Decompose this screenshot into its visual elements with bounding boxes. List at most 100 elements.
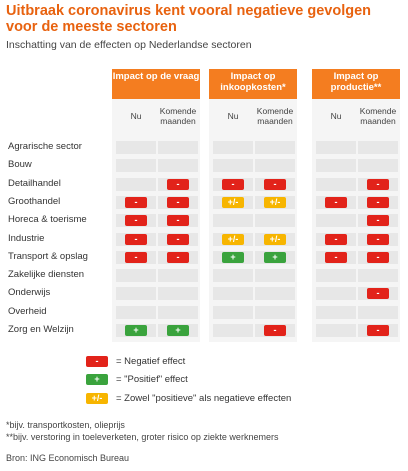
- effect-badge-neg: -: [367, 178, 389, 190]
- table-cell: [255, 159, 295, 173]
- effect-badge-neg: -: [167, 251, 189, 263]
- table-cell: [316, 287, 356, 301]
- legend-text: = "Positief" effect: [116, 374, 188, 386]
- table-cell: [316, 159, 356, 173]
- table-cell: [116, 305, 156, 319]
- effect-badge-pos: +: [264, 251, 286, 263]
- effect-badge-neg: -: [125, 196, 147, 208]
- table-cell: [213, 269, 253, 283]
- effect-badge-mix: +/-: [222, 233, 244, 245]
- table-cell: [255, 269, 295, 283]
- table-cell: [213, 159, 253, 173]
- subheader-later: Komende maanden: [159, 106, 197, 126]
- table-cell: [158, 159, 198, 173]
- effect-badge-pos: +: [222, 251, 244, 263]
- table-cell: [158, 141, 198, 154]
- effect-badge-neg: -: [325, 196, 347, 208]
- source-note: Bron: ING Economisch Bureau: [6, 453, 130, 463]
- row-label: Detailhandel: [8, 177, 61, 189]
- effect-badge-mix: +/-: [264, 196, 286, 208]
- legend-text: = Zowel "positieve" als negatieve effect…: [116, 393, 292, 405]
- table-cell: [316, 141, 356, 154]
- effect-badge-neg: -: [167, 196, 189, 208]
- table-cell: [158, 305, 198, 319]
- group-header: Impact op productie**: [312, 69, 400, 99]
- table-cell: [316, 324, 356, 337]
- effect-badge-pos: +: [167, 325, 189, 336]
- page-title: Uitbraak coronavirus kent vooral negatie…: [6, 3, 372, 35]
- subheader-now: Nu: [227, 111, 239, 121]
- row-label: Industrie: [8, 232, 45, 244]
- effect-badge-mix: +/-: [264, 233, 286, 245]
- subheader-later: Komende maanden: [359, 106, 397, 126]
- table-cell: [255, 287, 295, 301]
- legend-item-mix: +/- = Zowel "positieve" als negatieve eff…: [86, 393, 291, 404]
- table-cell: [116, 141, 156, 154]
- effect-badge-neg: -: [325, 233, 347, 245]
- table-cell: [116, 287, 156, 301]
- subheader-now: Nu: [130, 111, 142, 121]
- group-header: Impact op de vraag: [112, 69, 200, 99]
- table-cell: [158, 269, 198, 283]
- table-cell: [255, 305, 295, 319]
- row-label: Horeca & toerisme: [8, 214, 87, 226]
- effect-badge-neg: -: [367, 325, 389, 336]
- table-cell: [255, 214, 295, 228]
- effect-badge-neg: -: [367, 288, 389, 300]
- effect-badge-neg: -: [125, 233, 147, 245]
- effect-badge-neg: -: [264, 325, 286, 336]
- legend-badge-neg: -: [86, 356, 108, 367]
- row-label: Bouw: [8, 159, 32, 171]
- table-cell: [316, 214, 356, 228]
- table-cell: [213, 141, 253, 154]
- table-cell: [316, 269, 356, 283]
- table-cell: [158, 287, 198, 301]
- row-label: Onderwijs: [8, 287, 51, 299]
- group-header: Impact op inkoopkosten*: [209, 69, 297, 99]
- effect-badge-mix: +/-: [222, 196, 244, 208]
- effect-badge-neg: -: [222, 178, 244, 190]
- effect-badge-neg: -: [167, 215, 189, 227]
- effect-badge-neg: -: [367, 251, 389, 263]
- effect-badge-neg: -: [264, 178, 286, 190]
- row-label: Overheid: [8, 305, 47, 317]
- table-cell: [255, 141, 295, 154]
- legend-item-neg: - = Negatief effect: [86, 356, 185, 367]
- table-cell: [358, 269, 398, 283]
- row-label: Zakelijke diensten: [8, 269, 85, 281]
- effect-badge-neg: -: [367, 196, 389, 208]
- effect-badge-pos: +: [125, 325, 147, 336]
- effect-badge-neg: -: [367, 233, 389, 245]
- row-label: Agrarische sector: [8, 141, 82, 152]
- legend-badge-mix: +/-: [86, 393, 108, 404]
- table-cell: [316, 177, 356, 191]
- legend-badge-pos: +: [86, 374, 108, 385]
- table-cell: [358, 141, 398, 154]
- page-subtitle: Inschatting van de effecten op Nederland…: [6, 39, 252, 51]
- table-cell: [213, 305, 253, 319]
- table-cell: [213, 287, 253, 301]
- effect-badge-neg: -: [325, 251, 347, 263]
- footnote-1: *bijv. transportkosten, olieprijs: [6, 420, 125, 430]
- effect-badge-neg: -: [167, 233, 189, 245]
- table-cell: [358, 159, 398, 173]
- effect-badge-neg: -: [167, 178, 189, 190]
- footnote-2: **bijv. verstoring in toeleverketen, gro…: [6, 432, 279, 442]
- effect-badge-neg: -: [125, 251, 147, 263]
- table-cell: [316, 305, 356, 319]
- table-cell: [116, 269, 156, 283]
- legend-text: = Negatief effect: [116, 356, 186, 368]
- row-label: Transport & opslag: [8, 250, 88, 262]
- table-cell: [116, 159, 156, 173]
- subheader-now: Nu: [330, 111, 342, 121]
- subheader-later: Komende maanden: [256, 106, 294, 126]
- table-cell: [213, 324, 253, 337]
- table-cell: [358, 305, 398, 319]
- row-label: Zorg en Welzijn: [8, 324, 74, 335]
- table-cell: [116, 177, 156, 191]
- row-label: Groothandel: [8, 195, 61, 207]
- effect-badge-neg: -: [367, 215, 389, 227]
- table-cell: [213, 214, 253, 228]
- effect-badge-neg: -: [125, 215, 147, 227]
- legend-item-pos: + = "Positief" effect: [86, 374, 188, 385]
